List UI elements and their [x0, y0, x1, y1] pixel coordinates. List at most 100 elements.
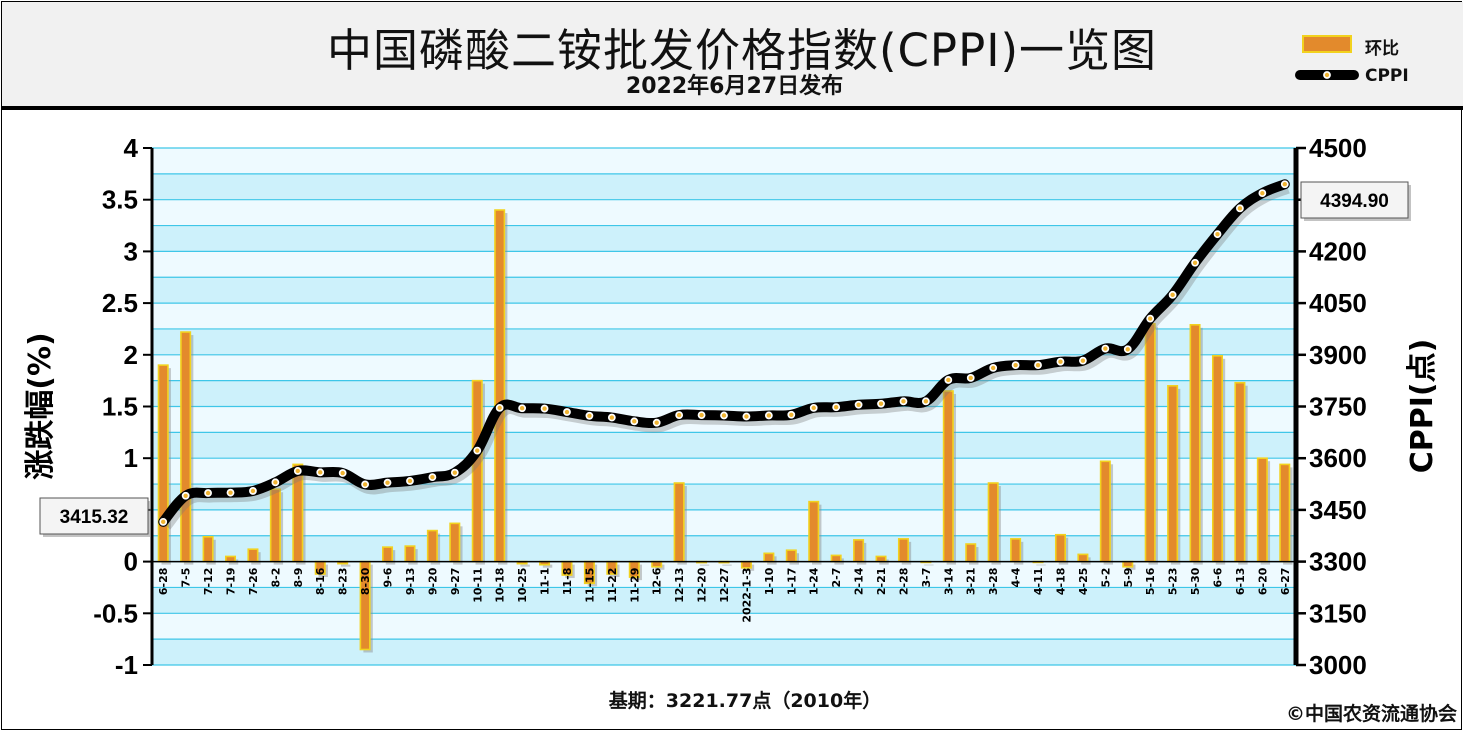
left-tick-label: 1.5: [102, 392, 138, 422]
chart-subtitle: 2022年6月27日发布: [625, 74, 844, 99]
cppi-point-center: [587, 413, 592, 419]
plot-band: [152, 613, 1296, 640]
bar-rect: [808, 500, 820, 563]
bar-rect: [1010, 538, 1022, 563]
x-tick-label: 7-5: [180, 568, 193, 588]
x-tick-label: 5-23: [1167, 568, 1180, 596]
right-tick-label: 3750: [1309, 392, 1367, 422]
bar-rect: [785, 549, 797, 563]
bar-rect: [740, 560, 752, 569]
right-tick-label: 4200: [1309, 236, 1367, 266]
cppi-point-center: [519, 406, 525, 411]
bar: [1256, 457, 1271, 565]
cppi-point: [338, 468, 348, 478]
cppi-point-center: [676, 412, 682, 418]
cppi-point-center: [1237, 206, 1243, 211]
x-tick-label: 10-18: [494, 568, 507, 603]
cppi-point-center: [878, 401, 884, 406]
left-tick-label: 1: [124, 443, 138, 473]
bar: [1211, 355, 1226, 565]
cppi-point-center: [632, 419, 637, 424]
x-tick-label: 9-13: [404, 568, 417, 596]
copyright-note: ©中国农资流通协会: [1285, 703, 1457, 725]
bar-rect: [1099, 460, 1111, 563]
bar-rect: [157, 364, 169, 563]
header-band: 中国磷酸二铵批发价格指数(CPPI)一览图 2022年6月27日发布: [2, 2, 1463, 110]
cppi-point-center: [856, 402, 861, 407]
cppi-point-center: [497, 405, 502, 411]
cppi-point-center: [183, 493, 188, 498]
bar-shadow: [1036, 564, 1046, 566]
bar-rect: [404, 545, 416, 563]
x-tick-label: 12-6: [651, 567, 664, 595]
line-series: [158, 179, 1290, 530]
x-tick-label: 3-28: [987, 568, 1000, 596]
bar: [202, 535, 216, 565]
left-tick-label: -0.5: [93, 598, 138, 628]
bar: [1234, 381, 1248, 565]
cppi-point: [898, 396, 908, 406]
cppi-point-center: [295, 468, 301, 474]
bar: [1099, 460, 1114, 565]
x-tick-label: 12-27: [718, 568, 731, 603]
cppi-point: [1011, 360, 1021, 370]
x-tick-label: 5-16: [1144, 567, 1157, 595]
legend-line-label: CPPI: [1365, 66, 1409, 86]
left-tick-label: -1: [115, 650, 138, 680]
cppi-point-center: [744, 414, 749, 419]
bar-rect: [449, 522, 461, 563]
cppi-point: [966, 373, 976, 383]
cppi-point-center: [228, 490, 233, 495]
x-tick-label: 10-11: [471, 568, 484, 603]
cppi-point-center: [789, 412, 794, 417]
legend-line-swatch: [1295, 70, 1359, 80]
x-tick-label: 3-7: [920, 568, 933, 588]
cppi-point-center: [1103, 346, 1108, 351]
bar-rect: [673, 482, 685, 563]
cppi-point: [270, 477, 280, 487]
right-axis-title: CPPI(点): [1405, 339, 1440, 474]
cppi-point: [1145, 314, 1155, 324]
cppi-point: [1078, 356, 1088, 366]
bar-rect: [1077, 553, 1089, 563]
legend-bar-rect: [1302, 35, 1352, 53]
cppi-point: [674, 410, 684, 420]
cppi-point: [203, 488, 213, 498]
cppi-point: [831, 402, 841, 412]
cppi-point: [517, 403, 527, 413]
x-tick-label: 11-29: [628, 568, 641, 603]
bar: [808, 500, 822, 565]
bar-rect: [1211, 355, 1224, 563]
right-tick-label: 3150: [1309, 598, 1367, 628]
bar-rect: [875, 555, 887, 563]
bar-rect: [1144, 322, 1156, 563]
bar-rect: [1054, 533, 1066, 563]
cppi-point: [360, 479, 370, 489]
left-tick-label: 0: [124, 547, 138, 577]
cppi-point-center: [1282, 182, 1287, 187]
bar: [673, 482, 687, 565]
cppi-point: [158, 517, 168, 527]
x-tick-label: 2-14: [853, 567, 866, 595]
cppi-point-center: [407, 478, 413, 484]
cppi-point: [315, 467, 325, 477]
plot-band: [152, 148, 1296, 174]
x-tick-label: 7-26: [247, 567, 260, 595]
right-tick-label: 3900: [1309, 340, 1367, 370]
bar-rect: [471, 379, 483, 563]
bar-rect: [987, 482, 999, 563]
bar-series: [157, 209, 1293, 653]
bar-rect: [1256, 457, 1268, 563]
cppi-point-center: [273, 480, 278, 485]
x-tick-label: 6-27: [1279, 568, 1292, 596]
x-tick-label: 5-2: [1099, 568, 1112, 588]
cppi-point: [495, 403, 505, 413]
bar: [449, 522, 463, 565]
callout-last: 4394.90: [1300, 181, 1411, 221]
cppi-point: [1257, 188, 1267, 198]
cppi-point-center: [699, 412, 704, 418]
cppi-point-center: [721, 413, 727, 418]
base-period-note: 基期：3221.77点（2010年）: [608, 690, 882, 712]
cppi-point: [1190, 258, 1200, 268]
legend-line-marker-center: [1324, 72, 1330, 78]
